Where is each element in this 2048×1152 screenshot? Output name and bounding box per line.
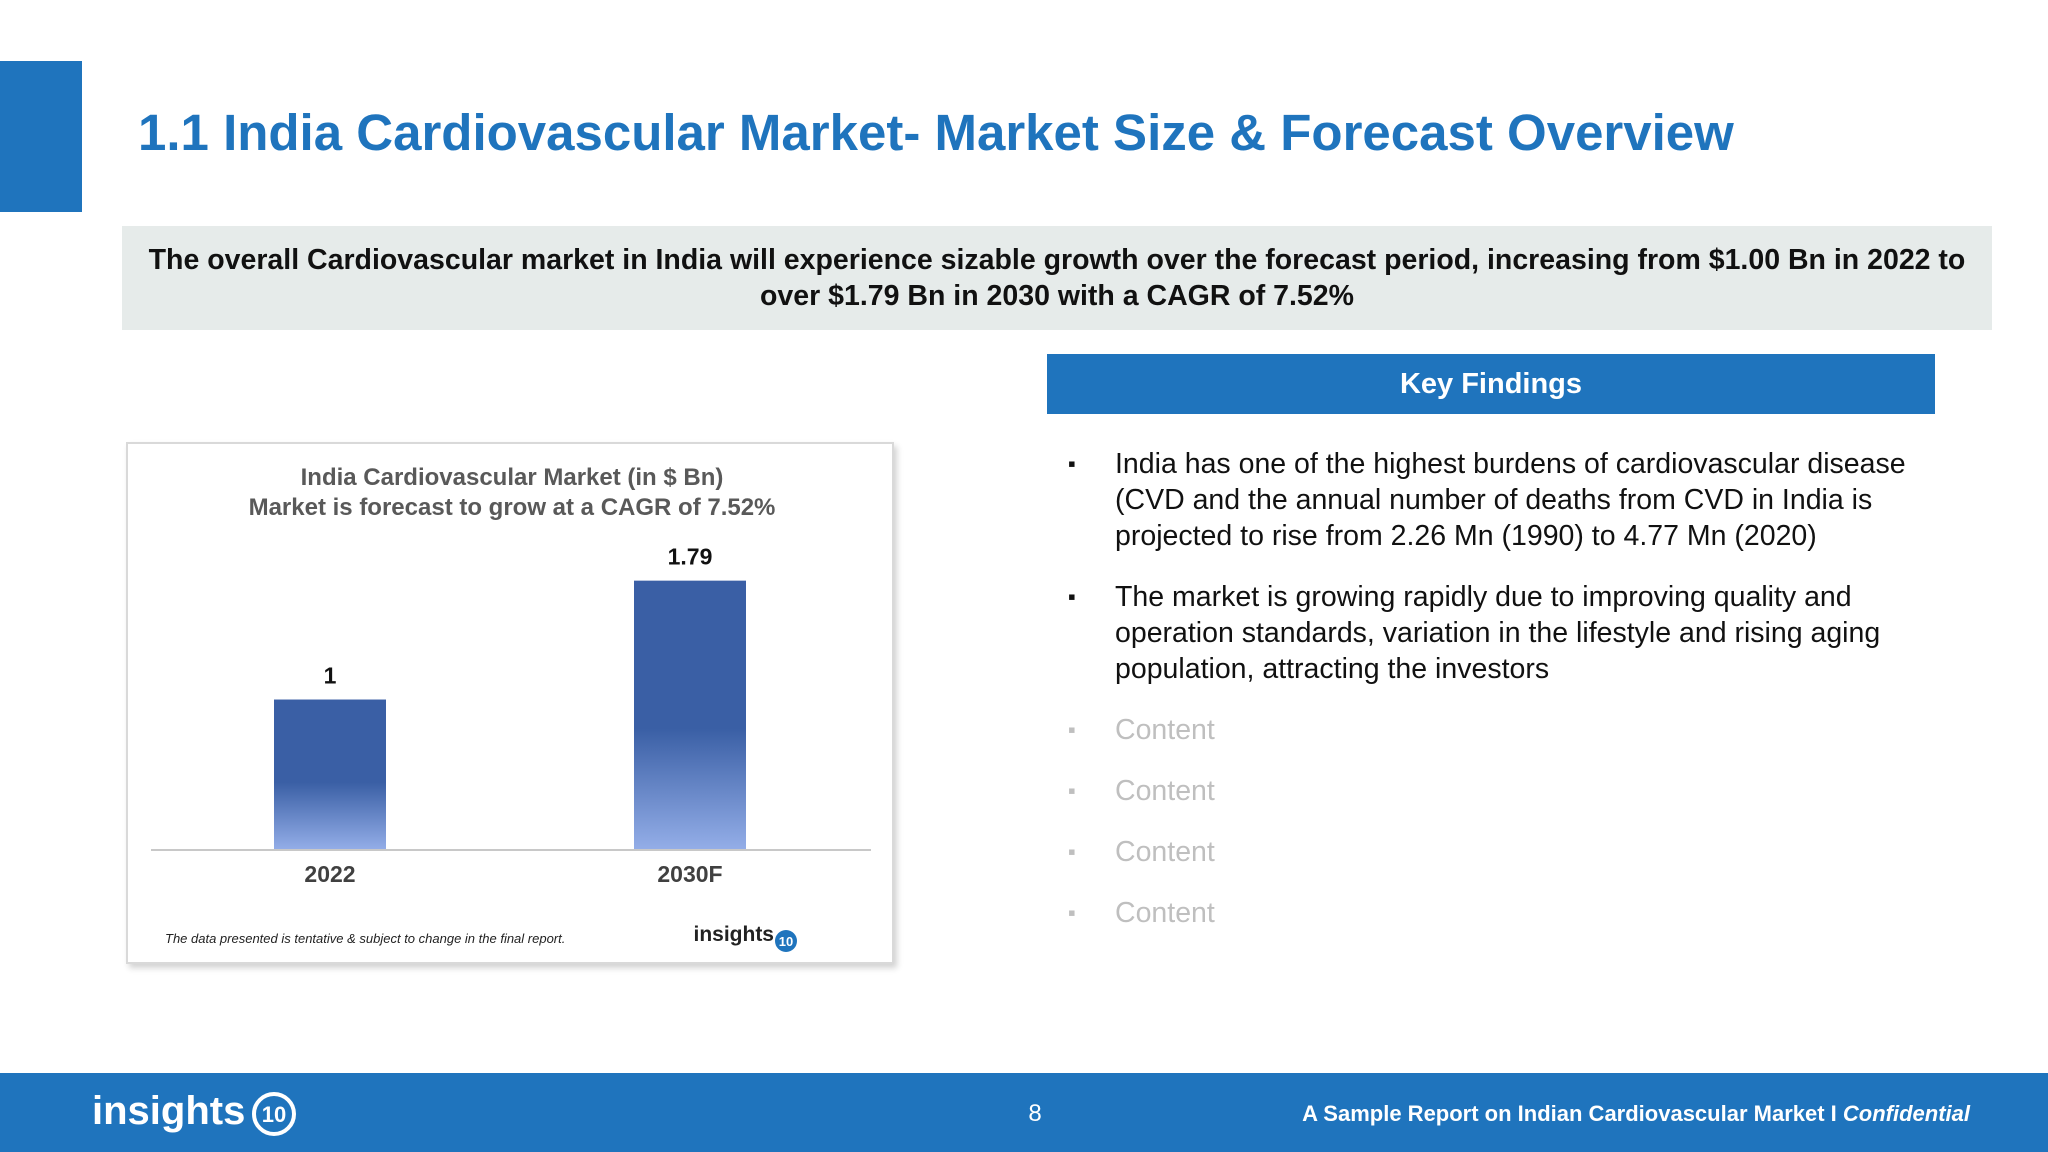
page-title: 1.1 India Cardiovascular Market- Market … — [138, 104, 1734, 161]
footer-report-text: A Sample Report on Indian Cardiovascular… — [1302, 1101, 1970, 1127]
bar-2030f — [634, 580, 746, 850]
key-finding-placeholder: ▪ Content — [1060, 834, 1940, 870]
key-finding-text: Content — [1115, 714, 1215, 746]
key-finding-placeholder: ▪ Content — [1060, 895, 1940, 931]
x-tick-label: 2022 — [304, 861, 355, 887]
key-finding-placeholder: ▪ Content — [1060, 773, 1940, 809]
bar-chart: India Cardiovascular Market (in $ Bn) Ma… — [151, 464, 871, 952]
summary-box: The overall Cardiovascular market in Ind… — [122, 226, 1992, 330]
bullet-icon: ▪ — [1068, 900, 1076, 925]
key-finding-text: The market is growing rapidly due to imp… — [1115, 581, 1881, 685]
chart-subtitle: Market is forecast to grow at a CAGR of … — [249, 494, 776, 521]
footer-confidential: Confidential — [1842, 1101, 1970, 1126]
svg-text:10: 10 — [779, 934, 793, 949]
chart-logo-badge — [775, 930, 797, 952]
footer-logo-text: insights — [92, 1089, 245, 1133]
bar-value-label: 1.79 — [668, 544, 713, 570]
title-accent-block — [0, 61, 82, 212]
bullet-icon: ▪ — [1068, 451, 1076, 476]
chart-logo: insights 10 — [693, 923, 797, 952]
key-findings-list: ▪ India has one of the highest burdens of… — [1060, 446, 1940, 956]
key-findings-header: Key Findings — [1047, 354, 1935, 414]
bullet-icon: ▪ — [1068, 839, 1076, 864]
footer-logo: insights 10 — [92, 1089, 296, 1136]
key-finding-item: ▪ India has one of the highest burdens of… — [1060, 446, 1940, 554]
bullet-icon: ▪ — [1068, 717, 1076, 742]
key-finding-text: India has one of the highest burdens of … — [1115, 448, 1906, 552]
chart-footnote: The data presented is tentative & subjec… — [165, 931, 565, 946]
footer-bar — [0, 1073, 2048, 1152]
chart-title: India Cardiovascular Market (in $ Bn) — [301, 464, 724, 491]
bar-2022 — [274, 699, 386, 850]
summary-text: The overall Cardiovascular market in Ind… — [148, 244, 1966, 312]
page-number: 8 — [1028, 1100, 1042, 1127]
key-finding-placeholder: ▪ Content — [1060, 712, 1940, 748]
footer-logo-badge — [252, 1092, 296, 1136]
chart-logo-text: insights — [693, 923, 774, 946]
bullet-icon: ▪ — [1068, 778, 1076, 803]
chart-card: India Cardiovascular Market (in $ Bn) Ma… — [126, 442, 894, 964]
key-finding-text: Content — [1115, 836, 1215, 868]
key-finding-text: Content — [1115, 897, 1215, 929]
svg-text:10: 10 — [262, 1102, 286, 1127]
bullet-icon: ▪ — [1068, 584, 1076, 609]
key-finding-item: ▪ The market is growing rapidly due to im… — [1060, 579, 1940, 687]
footer-report-title: A Sample Report on Indian Cardiovascular… — [1302, 1101, 1843, 1126]
key-finding-text: Content — [1115, 775, 1215, 807]
bar-value-label: 1 — [324, 663, 337, 689]
x-tick-label: 2030F — [657, 861, 722, 887]
